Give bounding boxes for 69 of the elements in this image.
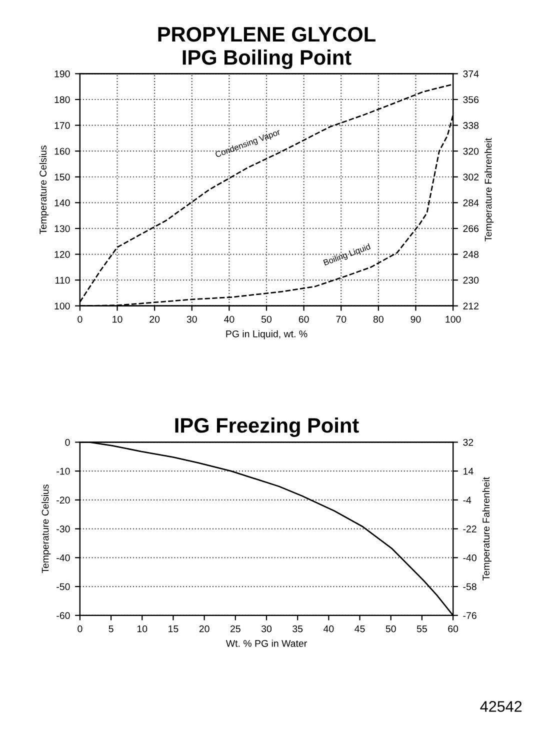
y-tick-label: -10 — [56, 468, 70, 475]
y-tick-label: 150 — [54, 174, 70, 180]
y-tick-label: -60 — [56, 612, 70, 620]
x-tick-label: 45 — [354, 625, 365, 632]
x-tick-label: 40 — [324, 625, 334, 632]
y2-tick-label: -4 — [463, 496, 472, 504]
y2-tick-label: -22 — [463, 526, 476, 532]
y2-tick-label: 374 — [463, 70, 479, 78]
x-tick-label: 25 — [230, 625, 240, 632]
y2-tick-label: -76 — [463, 612, 476, 620]
y2-tick-label: 302 — [463, 174, 479, 180]
x-tick-label: 90 — [410, 316, 421, 323]
y2-tick-label: 14 — [464, 468, 474, 475]
x-tick-label: 0 — [78, 625, 82, 632]
y-axis-title: Temperature Celsius — [42, 484, 51, 574]
y2-tick-label: -40 — [463, 554, 476, 562]
y-tick-label: 0 — [65, 438, 70, 446]
y-tick-label: 140 — [54, 199, 70, 206]
y-tick-label: 120 — [54, 251, 70, 258]
y2-axis-title: Temperature Fahrenheit — [484, 138, 494, 242]
y2-tick-label: 248 — [463, 251, 479, 258]
y-tick-label: 180 — [54, 96, 70, 104]
x-tick-label: 0 — [78, 316, 82, 323]
x-tick-label: 30 — [186, 316, 197, 323]
x-tick-label: 100 — [446, 316, 461, 323]
y-tick-label: 160 — [54, 148, 70, 155]
x-tick-label: 5 — [108, 625, 114, 632]
chart-title: IPG Freezing Point — [175, 417, 359, 438]
x-tick-label: 10 — [112, 316, 122, 323]
y-tick-label: 110 — [55, 276, 70, 284]
x-tick-label: 15 — [168, 625, 178, 632]
x-tick-label: 50 — [386, 625, 396, 632]
text: 42542 — [480, 701, 522, 712]
y2-tick-label: 230 — [463, 276, 479, 284]
y2-tick-label: 212 — [463, 302, 479, 310]
y2-tick-label: 338 — [463, 122, 479, 129]
x-tick-label: 20 — [150, 316, 160, 323]
x-tick-label: 30 — [261, 625, 272, 632]
x-tick-label: 35 — [292, 625, 303, 632]
y2-tick-label: -58 — [463, 583, 476, 590]
y-tick-label: -40 — [56, 554, 70, 562]
x-tick-label: 40 — [224, 316, 234, 323]
x-tick-label: 10 — [137, 625, 148, 632]
x-tick-label: 55 — [416, 625, 427, 632]
y2-tick-label: 32 — [463, 438, 474, 446]
y2-tick-label: 266 — [463, 225, 479, 232]
y-tick-label: 100 — [54, 302, 70, 310]
x-axis-title: PG in Liquid, wt. % — [226, 330, 308, 340]
x-tick-label: 60 — [448, 625, 458, 632]
y-tick-label: 170 — [54, 122, 70, 129]
chart-subtitle: IPG Boiling Point — [182, 50, 352, 70]
y-tick-label: -20 — [56, 496, 70, 504]
y-tick-label: -50 — [56, 583, 70, 590]
y-axis-title: Temperature Celsius — [39, 146, 48, 234]
x-tick-label: 70 — [336, 316, 346, 323]
y2-axis-title: Temperature Fahrenheit — [482, 476, 492, 580]
x-axis-title: Wt. % PG in Water — [226, 640, 307, 647]
y2-tick-label: 284 — [463, 199, 479, 206]
chart-title: PROPYLENE GLYCOL — [158, 26, 376, 42]
x-tick-label: 80 — [373, 316, 384, 323]
x-tick-label: 60 — [298, 316, 309, 323]
y-tick-label: -30 — [56, 526, 70, 532]
x-tick-label: 20 — [199, 625, 210, 632]
y2-tick-label: 356 — [463, 96, 479, 104]
y-tick-label: 190 — [54, 70, 70, 78]
y-tick-label: 130 — [54, 225, 70, 232]
x-tick-label: 50 — [261, 316, 272, 323]
text: Boiling Liquid — [323, 243, 372, 268]
y2-tick-label: 320 — [463, 148, 479, 155]
